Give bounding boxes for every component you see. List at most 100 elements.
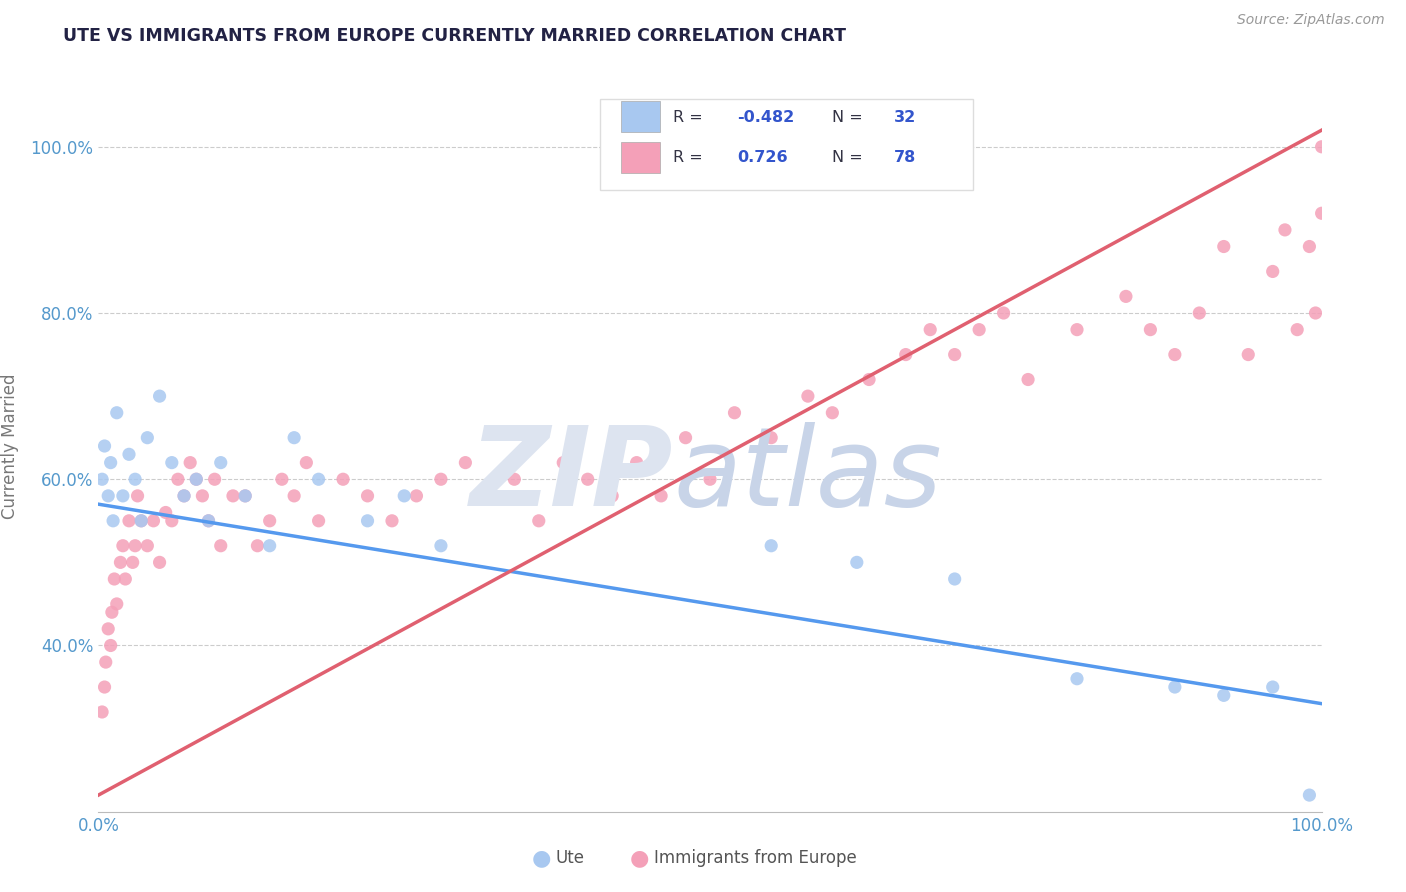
Point — [478, 489, 501, 503]
Point — [111, 489, 134, 503]
Point — [920, 323, 942, 337]
Point — [101, 514, 124, 528]
Bar — [620, 102, 659, 132]
Point — [1139, 323, 1161, 337]
Point — [553, 456, 575, 470]
Point — [356, 489, 378, 503]
Point — [233, 489, 256, 503]
Point — [259, 514, 281, 528]
Point — [1305, 306, 1327, 320]
Point — [1164, 347, 1187, 362]
Point — [259, 539, 281, 553]
Point — [308, 514, 330, 528]
Point — [93, 680, 115, 694]
Point — [392, 489, 416, 503]
Point — [209, 539, 232, 553]
Point — [761, 539, 783, 553]
Text: Source: ZipAtlas.com: Source: ZipAtlas.com — [1237, 13, 1385, 28]
Point — [209, 456, 232, 470]
Point — [93, 439, 115, 453]
Point — [179, 456, 201, 470]
Point — [527, 514, 550, 528]
Text: 0.726: 0.726 — [737, 151, 787, 165]
Point — [118, 514, 141, 528]
Point — [114, 572, 136, 586]
Point — [197, 514, 219, 528]
Point — [1274, 223, 1296, 237]
Point — [136, 431, 159, 445]
Point — [1212, 689, 1234, 703]
Point — [94, 655, 117, 669]
Point — [91, 705, 114, 719]
Point — [675, 431, 697, 445]
Point — [283, 489, 305, 503]
Point — [943, 572, 966, 586]
Text: 32: 32 — [893, 110, 915, 125]
Point — [103, 572, 125, 586]
Point — [761, 431, 783, 445]
Text: atlas: atlas — [673, 422, 942, 529]
Point — [1286, 323, 1309, 337]
Point — [650, 489, 672, 503]
Point — [332, 472, 354, 486]
Point — [576, 472, 599, 486]
Point — [723, 406, 745, 420]
Point — [430, 539, 453, 553]
Point — [1310, 206, 1333, 220]
Point — [191, 489, 214, 503]
Point — [101, 605, 124, 619]
Point — [91, 472, 114, 486]
Point — [1237, 347, 1260, 362]
Text: N =: N = — [832, 151, 869, 165]
Point — [699, 472, 721, 486]
Point — [105, 406, 128, 420]
Point — [993, 306, 1015, 320]
Point — [894, 347, 917, 362]
Point — [1212, 239, 1234, 253]
Point — [124, 472, 146, 486]
Point — [121, 555, 143, 569]
Point — [124, 539, 146, 553]
Point — [118, 447, 141, 461]
Point — [149, 389, 172, 403]
Point — [149, 555, 172, 569]
Point — [270, 472, 294, 486]
Point — [1188, 306, 1211, 320]
Point — [129, 514, 152, 528]
Text: ZIP: ZIP — [470, 422, 673, 529]
Point — [186, 472, 208, 486]
Point — [430, 472, 453, 486]
Point — [1298, 239, 1320, 253]
Point — [155, 506, 177, 520]
Point — [1017, 372, 1039, 386]
Point — [127, 489, 149, 503]
Point — [110, 555, 132, 569]
Point — [1115, 289, 1137, 303]
Point — [943, 347, 966, 362]
Point — [173, 489, 195, 503]
Text: N =: N = — [832, 110, 869, 125]
Point — [173, 489, 195, 503]
Point — [283, 431, 305, 445]
Point — [204, 472, 226, 486]
Point — [100, 639, 122, 653]
Point — [246, 539, 269, 553]
Point — [1261, 264, 1284, 278]
Point — [105, 597, 128, 611]
Point — [600, 489, 623, 503]
Point — [295, 456, 318, 470]
Point — [222, 489, 245, 503]
Point — [1298, 788, 1320, 802]
Point — [1261, 680, 1284, 694]
Text: R =: R = — [673, 110, 709, 125]
Point — [797, 389, 820, 403]
Point — [100, 456, 122, 470]
Y-axis label: Currently Married: Currently Married — [1, 373, 20, 519]
Point — [142, 514, 165, 528]
FancyBboxPatch shape — [600, 99, 973, 190]
Point — [405, 489, 427, 503]
Point — [97, 622, 120, 636]
Point — [167, 472, 190, 486]
Point — [308, 472, 330, 486]
Point — [160, 456, 183, 470]
